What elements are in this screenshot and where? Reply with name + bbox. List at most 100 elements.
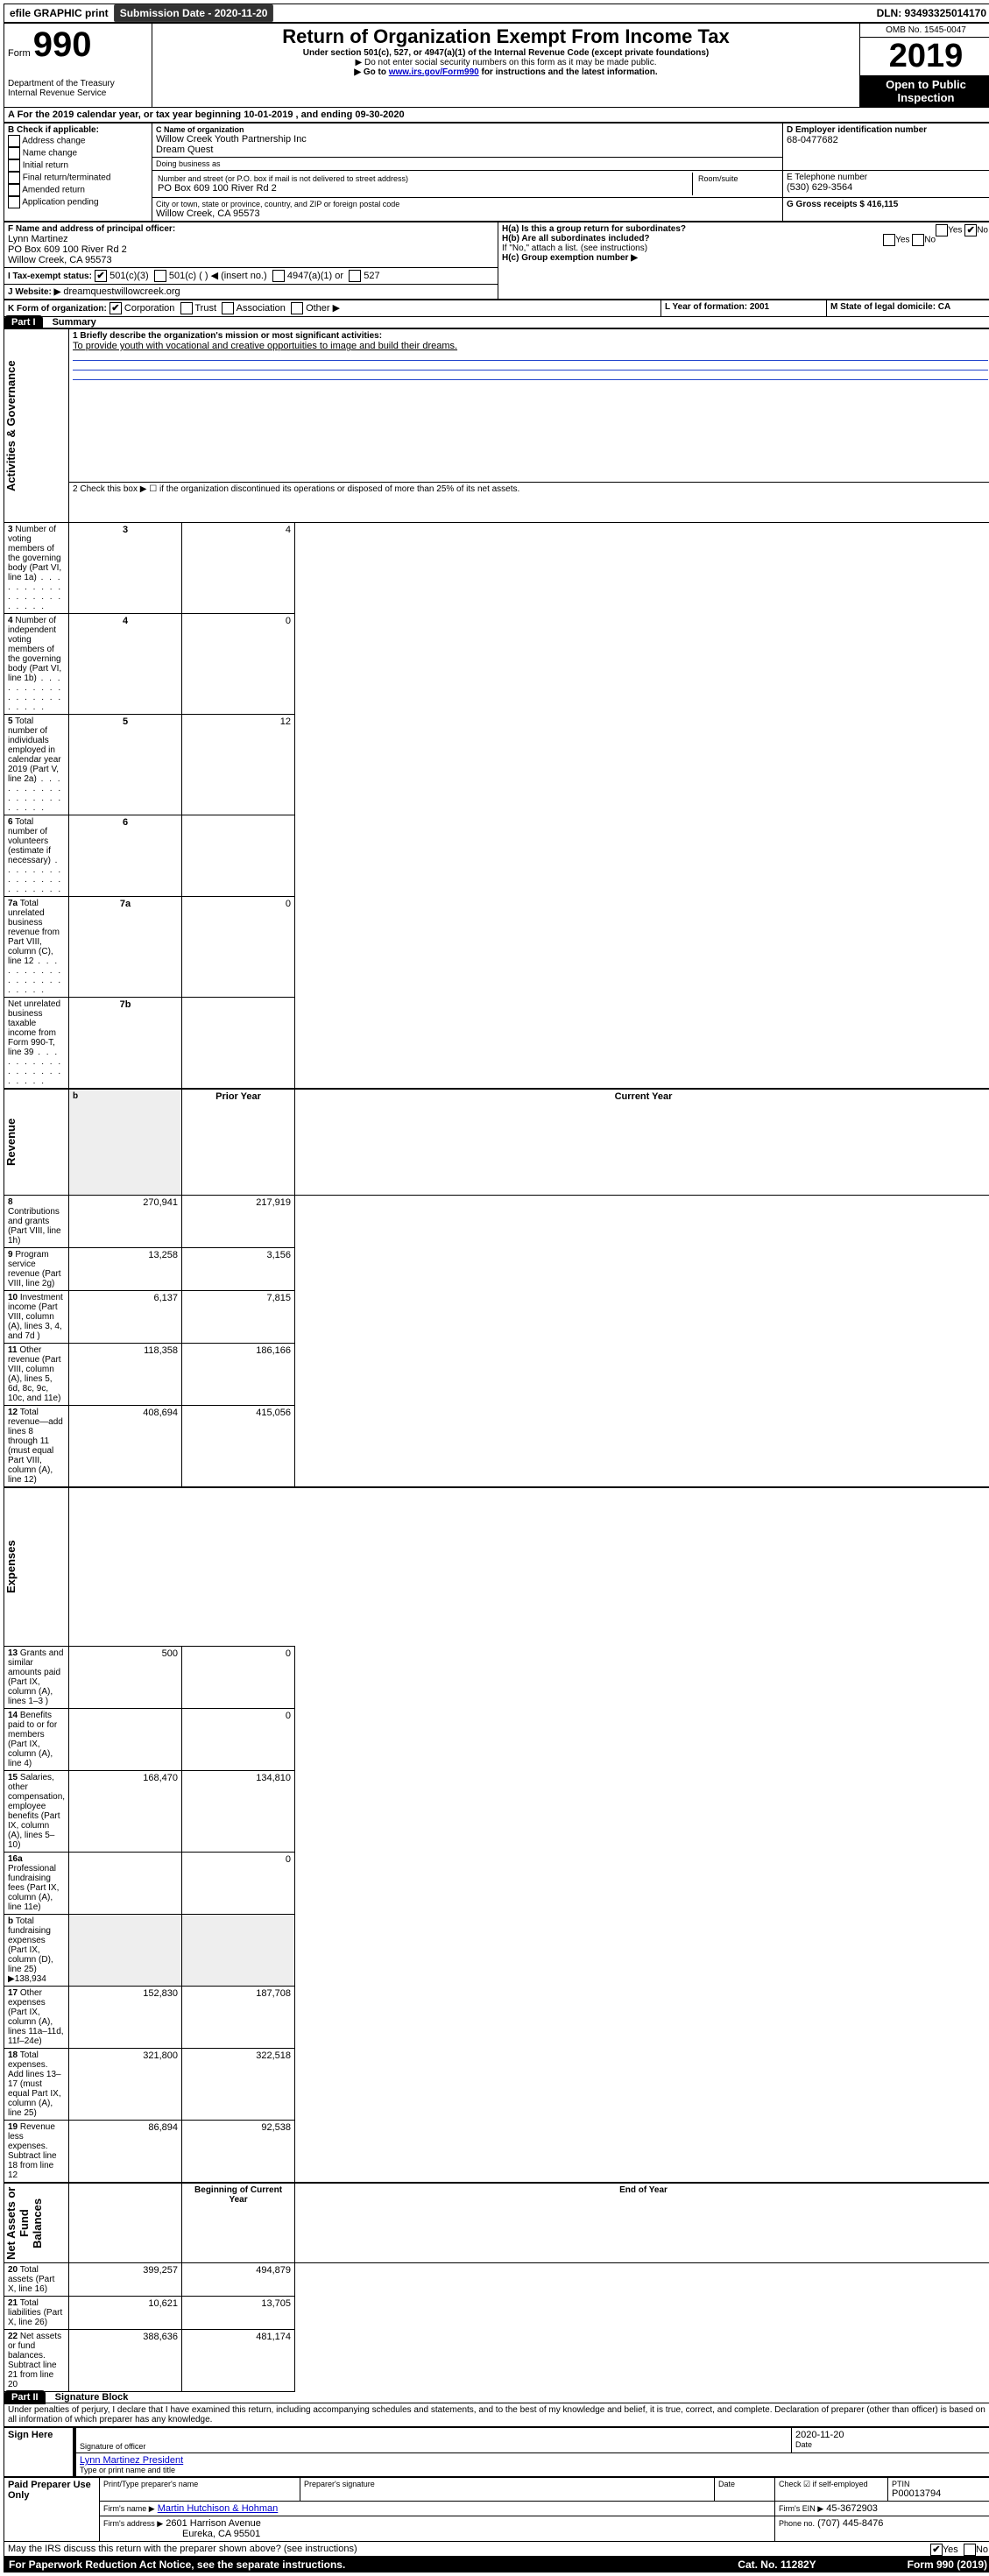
e-lbl: E Telephone number: [787, 173, 988, 182]
k-other-checkbox[interactable]: [291, 302, 303, 314]
street-lbl: Number and street (or P.O. box if mail i…: [158, 174, 689, 183]
sig-date: 2020-11-20: [795, 2430, 988, 2440]
open-public-label: Open to Public Inspection: [860, 75, 989, 107]
prep-sig-lbl: Preparer's signature: [300, 2478, 715, 2502]
part-i-header: Part I Summary: [4, 317, 989, 328]
begin-year-header: Beginning of Current Year: [182, 2183, 295, 2263]
omb-label: OMB No. 1545-0047: [860, 24, 989, 38]
paid-preparer-label: Paid Preparer Use Only: [4, 2478, 100, 2542]
q2: 2 Check this box ▶ ☐ if the organization…: [69, 483, 989, 523]
pra-notice: For Paperwork Reduction Act Notice, see …: [9, 2558, 707, 2571]
firm-phone: (707) 445-8476: [817, 2518, 883, 2529]
rev-current: 7,815: [182, 1291, 295, 1344]
discuss-yes-checkbox[interactable]: ✔: [930, 2544, 943, 2556]
rev-current: 217,919: [182, 1196, 295, 1248]
net-line: 21 Total liabilities (Part X, line 26): [4, 2297, 69, 2330]
net-end: 494,879: [182, 2263, 295, 2297]
ha-yes-checkbox[interactable]: [936, 224, 948, 236]
phone: (530) 629-3564: [787, 182, 988, 193]
gov-line-num: 7b: [69, 998, 182, 1090]
net-begin: 399,257: [69, 2263, 182, 2297]
b-option: Amended return: [8, 184, 148, 196]
hb-yes-checkbox[interactable]: [883, 234, 895, 246]
b-checkbox[interactable]: [8, 172, 20, 184]
b-checkbox[interactable]: [8, 196, 20, 208]
current-year-header: Current Year: [295, 1089, 989, 1196]
part-i-badge: Part I: [4, 315, 43, 329]
ha-no-checkbox[interactable]: ✔: [964, 224, 977, 236]
rev-prior: 270,941: [69, 1196, 182, 1248]
k-other: Other ▶: [306, 303, 340, 314]
firm-addr2: Eureka, CA 95501: [103, 2529, 260, 2539]
f-lbl: F Name and address of principal officer:: [8, 224, 494, 234]
b-option: Initial return: [8, 159, 148, 172]
k-corp-checkbox[interactable]: ✔: [109, 302, 122, 314]
firm-name-lbl: Firm's name ▶: [103, 2504, 155, 2513]
gov-line-val: [182, 998, 295, 1090]
hb-no-checkbox[interactable]: [912, 234, 924, 246]
gov-line: 6 Total number of volunteers (estimate i…: [4, 815, 69, 897]
dept-label: Department of the Treasury Internal Reve…: [8, 79, 148, 98]
officer-addr1: PO Box 609 100 River Rd 2: [8, 244, 494, 255]
i-o4: 527: [364, 271, 379, 281]
firm-name-link[interactable]: Martin Hutchison & Hohman: [158, 2503, 279, 2514]
officer-name-link[interactable]: Lynn Martinez President: [80, 2455, 183, 2466]
gov-line: 4 Number of independent voting members o…: [4, 614, 69, 715]
i-4947-checkbox[interactable]: [272, 270, 285, 282]
net-line: 22 Net assets or fund balances. Subtract…: [4, 2330, 69, 2392]
q1-lbl: 1 Briefly describe the organization's mi…: [73, 331, 988, 341]
tax-year: 2019: [860, 38, 989, 75]
b-checkbox[interactable]: [8, 184, 20, 196]
b-option: Application pending: [8, 196, 148, 208]
identity-table: B Check if applicable: Address change Na…: [4, 123, 989, 222]
rev-current: 186,166: [182, 1344, 295, 1406]
exp-prior: 168,470: [69, 1771, 182, 1853]
gov-line-num: 5: [69, 715, 182, 815]
submission-date-button[interactable]: Submission Date - 2020-11-20: [114, 4, 274, 22]
rev-line: 12 Total revenue—add lines 8 through 11 …: [4, 1406, 69, 1488]
gov-line-val: 0: [182, 614, 295, 715]
fh-table: F Name and address of principal officer:…: [4, 222, 989, 300]
ptin: P00013794: [892, 2488, 988, 2499]
irs-link[interactable]: www.irs.gov/Form990: [389, 67, 479, 77]
i-527-checkbox[interactable]: [349, 270, 361, 282]
part-ii-header: Part II Signature Block: [4, 2392, 989, 2403]
b-option: Address change: [8, 135, 148, 147]
net-line: 20 Total assets (Part X, line 16): [4, 2263, 69, 2297]
exp-line: 13 Grants and similar amounts paid (Part…: [4, 1647, 69, 1709]
rev-prior: 13,258: [69, 1248, 182, 1291]
part-ii-badge: Part II: [4, 2390, 46, 2404]
org-dba: Dream Quest: [156, 145, 779, 155]
d-lbl: D Employer identification number: [787, 125, 988, 135]
k-lbl: K Form of organization:: [8, 304, 107, 314]
form-number: 990: [33, 25, 92, 64]
m-state: M State of legal domicile: CA: [827, 300, 989, 317]
firm-addr1: 2601 Harrison Avenue: [166, 2518, 261, 2529]
b-checkbox[interactable]: [8, 159, 20, 172]
b-checkbox[interactable]: [8, 135, 20, 147]
h-a: H(a) Is this a group return for subordin…: [502, 224, 988, 234]
k-corp: Corporation: [124, 303, 174, 314]
c-name-lbl: C Name of organization: [156, 125, 779, 134]
k-trust-checkbox[interactable]: [180, 302, 193, 314]
top-bar: efile GRAPHIC print Submission Date - 20…: [4, 4, 989, 23]
k-assoc-checkbox[interactable]: [222, 302, 234, 314]
prior-year-header: Prior Year: [182, 1089, 295, 1196]
gov-line-val: [182, 815, 295, 897]
i-501c3-checkbox[interactable]: ✔: [95, 270, 107, 282]
exp-current: 0: [182, 1647, 295, 1709]
b-checkbox[interactable]: [8, 147, 20, 159]
i-501c-checkbox[interactable]: [154, 270, 166, 282]
net-end: 13,705: [182, 2297, 295, 2330]
preparer-table: Paid Preparer Use Only Print/Type prepar…: [4, 2477, 989, 2542]
exp-line: 15 Salaries, other compensation, employe…: [4, 1771, 69, 1853]
exp-line: b Total fundraising expenses (Part IX, c…: [4, 1915, 69, 1987]
k-trust: Trust: [194, 303, 216, 314]
gov-line-num: 7a: [69, 897, 182, 998]
officer-typed-name: Lynn Martinez President: [80, 2455, 988, 2466]
exp-current: 187,708: [182, 1987, 295, 2049]
line-a: A For the 2019 calendar year, or tax yea…: [4, 108, 989, 123]
exp-current: 134,810: [182, 1771, 295, 1853]
discuss-no-checkbox[interactable]: [964, 2544, 976, 2556]
i-o3: 4947(a)(1) or: [287, 271, 343, 281]
